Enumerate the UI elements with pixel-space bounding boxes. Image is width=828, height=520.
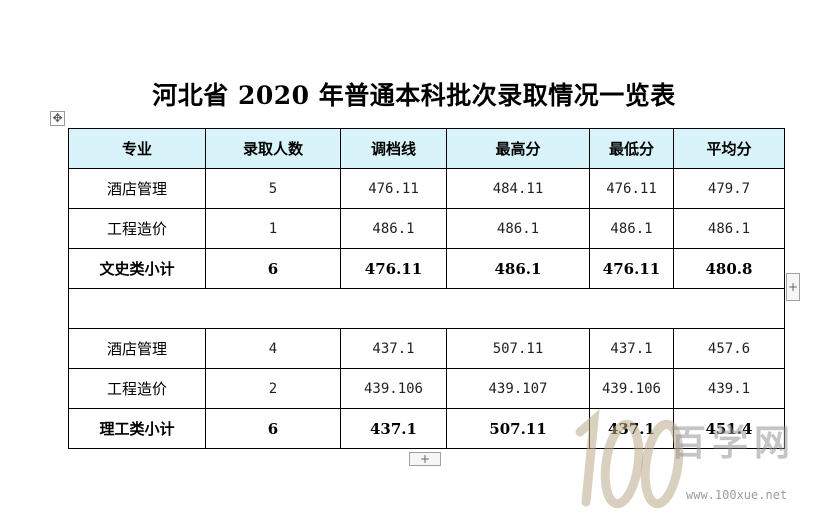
cell-cutoff-line[interactable]: 476.11 <box>340 248 447 289</box>
table-row: 酒店管理 4 437.1 507.11 437.1 457.6 <box>68 328 785 369</box>
cell-major[interactable]: 理工类小计 <box>68 408 206 449</box>
cell-major[interactable]: 工程造价 <box>68 368 206 409</box>
cell-major[interactable]: 文史类小计 <box>68 248 206 289</box>
table-row: 酒店管理 5 476.11 484.11 476.11 479.7 <box>68 168 785 209</box>
cell-highest-score[interactable]: 439.107 <box>446 368 590 409</box>
cell-lowest-score[interactable]: 439.106 <box>589 368 674 409</box>
cell-major[interactable]: 工程造价 <box>68 208 206 249</box>
subtotal-row: 理工类小计 6 437.1 507.11 437.1 451.4 <box>68 408 785 449</box>
empty-merged-cell[interactable] <box>68 288 785 329</box>
cell-major[interactable]: 酒店管理 <box>68 168 206 209</box>
header-cutoff-line[interactable]: 调档线 <box>340 128 447 169</box>
subtotal-row: 文史类小计 6 476.11 486.1 476.11 480.8 <box>68 248 785 289</box>
cell-cutoff-line[interactable]: 476.11 <box>340 168 447 209</box>
cell-highest-score[interactable]: 507.11 <box>446 328 590 369</box>
cell-cutoff-line[interactable]: 486.1 <box>340 208 447 249</box>
empty-separator-row <box>68 288 785 329</box>
add-column-icon[interactable]: + <box>786 273 800 301</box>
cell-average-score[interactable]: 457.6 <box>673 328 785 369</box>
cell-average-score[interactable]: 451.4 <box>673 408 785 449</box>
cell-admitted-count[interactable]: 4 <box>205 328 341 369</box>
cell-admitted-count[interactable]: 2 <box>205 368 341 409</box>
cell-admitted-count[interactable]: 1 <box>205 208 341 249</box>
watermark-url: www.100xue.net <box>686 488 788 502</box>
cell-average-score[interactable]: 480.8 <box>673 248 785 289</box>
cell-cutoff-line[interactable]: 439.106 <box>340 368 447 409</box>
cell-lowest-score[interactable]: 486.1 <box>589 208 674 249</box>
cell-average-score[interactable]: 486.1 <box>673 208 785 249</box>
cell-lowest-score[interactable]: 476.11 <box>589 168 674 209</box>
cell-admitted-count[interactable]: 6 <box>205 248 341 289</box>
cell-lowest-score[interactable]: 437.1 <box>589 408 674 449</box>
header-highest-score[interactable]: 最高分 <box>446 128 590 169</box>
table-row: 工程造价 1 486.1 486.1 486.1 486.1 <box>68 208 785 249</box>
cell-cutoff-line[interactable]: 437.1 <box>340 408 447 449</box>
header-major[interactable]: 专业 <box>68 128 206 169</box>
cell-highest-score[interactable]: 484.11 <box>446 168 590 209</box>
header-admitted-count[interactable]: 录取人数 <box>205 128 341 169</box>
cell-highest-score[interactable]: 507.11 <box>446 408 590 449</box>
cell-admitted-count[interactable]: 6 <box>205 408 341 449</box>
cell-admitted-count[interactable]: 5 <box>205 168 341 209</box>
table-move-icon[interactable]: ✥ <box>50 111 65 126</box>
cell-average-score[interactable]: 479.7 <box>673 168 785 209</box>
header-lowest-score[interactable]: 最低分 <box>589 128 674 169</box>
admission-table: 专业 录取人数 调档线 最高分 最低分 平均分 酒店管理 5 476.11 48… <box>68 128 785 449</box>
cell-lowest-score[interactable]: 437.1 <box>589 328 674 369</box>
cell-highest-score[interactable]: 486.1 <box>446 208 590 249</box>
cell-lowest-score[interactable]: 476.11 <box>589 248 674 289</box>
cell-highest-score[interactable]: 486.1 <box>446 248 590 289</box>
table-header-row: 专业 录取人数 调档线 最高分 最低分 平均分 <box>68 128 785 169</box>
table-row: 工程造价 2 439.106 439.107 439.106 439.1 <box>68 368 785 409</box>
cell-major[interactable]: 酒店管理 <box>68 328 206 369</box>
add-row-icon[interactable]: + <box>409 452 441 466</box>
cell-average-score[interactable]: 439.1 <box>673 368 785 409</box>
cell-cutoff-line[interactable]: 437.1 <box>340 328 447 369</box>
header-average-score[interactable]: 平均分 <box>673 128 785 169</box>
document-title: 河北省 2020 年普通本科批次录取情况一览表 <box>152 81 676 110</box>
